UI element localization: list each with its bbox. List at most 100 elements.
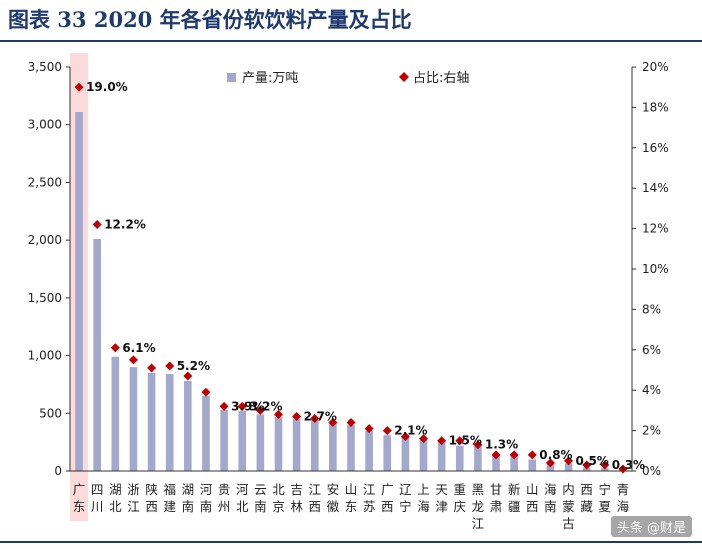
bar-甘肃 — [492, 453, 500, 471]
bar-河南 — [202, 395, 210, 471]
data-label-山西: 0.8% — [539, 448, 572, 462]
share-marker-山西 — [527, 450, 537, 460]
share-marker-重庆 — [455, 436, 465, 446]
right-tick-label: 6% — [642, 343, 661, 357]
share-marker-海南 — [545, 458, 555, 468]
category-label-福建: 福建 — [163, 482, 176, 514]
right-tick-label: 12% — [642, 222, 669, 236]
bar-重庆 — [455, 445, 464, 471]
right-tick-label: 18% — [642, 100, 669, 114]
category-label-辽宁: 辽宁 — [399, 482, 412, 514]
bar-新疆 — [510, 454, 518, 471]
category-label-贵州: 贵州 — [218, 482, 231, 514]
bar-湖北 — [111, 356, 120, 471]
share-marker-陕西 — [147, 363, 157, 373]
share-marker-黑龙江 — [473, 440, 483, 450]
right-tick-label: 16% — [642, 141, 669, 155]
share-marker-福建 — [165, 361, 175, 371]
category-label-浙江: 浙江 — [127, 482, 140, 514]
left-tick-label: 2,000 — [28, 233, 62, 247]
right-tick-label: 4% — [642, 383, 661, 397]
share-marker-新疆 — [509, 450, 519, 460]
category-label-新疆: 新疆 — [508, 482, 521, 514]
category-label-湖南: 湖南 — [182, 482, 195, 514]
share-marker-甘肃 — [491, 450, 501, 460]
share-marker-河南 — [201, 387, 211, 397]
right-tick-label: 20% — [642, 60, 669, 74]
right-tick-label: 10% — [642, 262, 669, 276]
category-label-黑龙江: 黑龙江 — [472, 482, 485, 531]
category-label-甘肃: 甘肃 — [490, 482, 503, 514]
left-tick-label: 1,000 — [28, 349, 62, 363]
bar-云南 — [256, 414, 265, 471]
category-label-北京: 北京 — [272, 482, 285, 514]
share-marker-天津 — [437, 436, 447, 446]
bar-山东 — [347, 424, 355, 471]
category-label-青海: 青海 — [617, 482, 630, 514]
category-label-江苏: 江苏 — [363, 482, 376, 514]
data-label-河北: 3.2% — [249, 399, 282, 413]
data-label-广西: 2.1% — [394, 424, 427, 438]
bar-内蒙古 — [564, 463, 573, 471]
left-tick-label: 3,500 — [28, 60, 62, 74]
share-marker-西藏 — [582, 460, 592, 470]
left-tick-label: 500 — [39, 406, 62, 420]
data-label-广东: 19.0% — [86, 80, 128, 94]
data-label-内蒙古: 0.5% — [576, 454, 609, 468]
share-marker-广西 — [382, 426, 392, 436]
share-marker-江苏 — [364, 424, 374, 434]
category-label-广西: 广西 — [381, 482, 394, 514]
right-tick-label: 8% — [642, 302, 661, 316]
left-tick-label: 1,500 — [28, 291, 62, 305]
share-marker-云南 — [255, 405, 265, 415]
bar-江西 — [310, 420, 319, 471]
bar-辽宁 — [401, 437, 410, 471]
footer-rule — [0, 541, 702, 543]
category-label-重庆: 重庆 — [454, 482, 467, 514]
legend-marker-label: 占比:右轴 — [413, 71, 469, 86]
bar-河北 — [238, 410, 247, 471]
category-label-广东: 广东 — [73, 482, 86, 514]
left-tick-label: 2,500 — [28, 175, 62, 189]
share-marker-北京 — [273, 409, 283, 419]
data-label-宁夏: 0.3% — [612, 458, 645, 472]
chart-title: 图表 33 2020 年各省份软饮料产量及占比 — [8, 7, 412, 32]
legend-bar-label: 产量:万吨 — [242, 71, 298, 86]
category-label-山东: 山东 — [345, 482, 358, 514]
category-label-山西: 山西 — [526, 482, 539, 514]
category-label-江西: 江西 — [308, 482, 321, 514]
bar-贵州 — [220, 409, 228, 471]
data-label-贵州: 3.9% — [231, 399, 264, 413]
share-marker-吉林 — [292, 411, 302, 421]
bar-宁夏 — [600, 468, 609, 471]
share-marker-广东 — [74, 82, 84, 92]
category-label-天津: 天津 — [435, 482, 448, 514]
bar-广西 — [383, 435, 392, 471]
right-tick-label: 0% — [642, 464, 661, 478]
data-label-黑龙江: 1.3% — [485, 438, 518, 452]
category-label-安徽: 安徽 — [327, 482, 340, 514]
bar-湖南 — [184, 380, 192, 471]
bar-福建 — [165, 374, 174, 471]
share-marker-内蒙古 — [564, 456, 574, 466]
left-tick-label: 3,000 — [28, 118, 62, 132]
legend-marker-swatch — [399, 72, 409, 82]
bar-安徽 — [329, 422, 337, 471]
bar-上海 — [419, 439, 428, 471]
share-marker-上海 — [419, 434, 429, 444]
category-label-河南: 河南 — [200, 482, 213, 514]
data-label-湖北: 6.1% — [122, 341, 155, 355]
bar-吉林 — [292, 419, 301, 471]
watermark: 头条 @财是 — [610, 516, 692, 537]
share-marker-湖北 — [110, 343, 120, 353]
bar-浙江 — [129, 367, 138, 471]
share-marker-青海 — [618, 464, 628, 474]
bar-天津 — [437, 442, 446, 471]
left-tick-label: 0 — [54, 464, 62, 478]
share-marker-四川 — [92, 220, 102, 230]
bar-广东 — [75, 112, 83, 471]
data-label-福建: 5.2% — [177, 359, 210, 373]
bar-四川 — [93, 238, 102, 471]
category-label-四川: 四川 — [91, 482, 104, 514]
